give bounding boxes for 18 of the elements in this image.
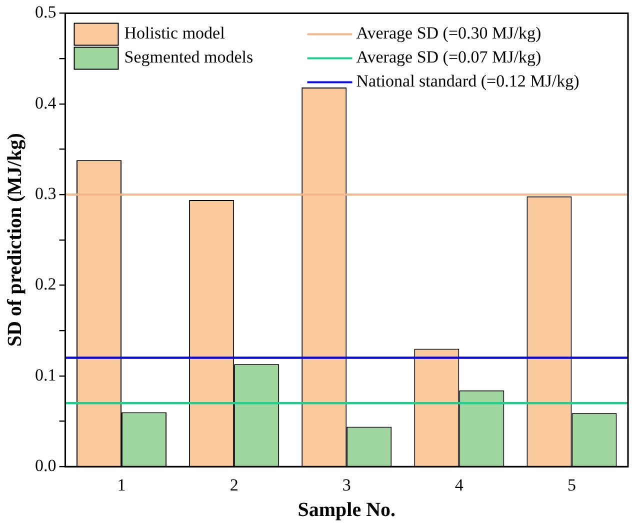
legend-label: National standard (=0.12 MJ/kg) bbox=[356, 72, 580, 91]
y-axis-title: SD of prediction (MJ/kg) bbox=[4, 133, 26, 347]
y-tick-label: 0.3 bbox=[35, 184, 56, 204]
x-tick-label: 5 bbox=[567, 475, 576, 494]
y-tick-label: 0.0 bbox=[35, 456, 56, 476]
legend-label: Average SD (=0.07 MJ/kg) bbox=[356, 48, 542, 67]
y-tick-label: 0.5 bbox=[35, 2, 56, 22]
y-tick-label: 0.2 bbox=[35, 274, 56, 294]
x-axis-title: Sample No. bbox=[298, 499, 396, 522]
x-tick-label: 4 bbox=[454, 475, 464, 494]
x-tick-label: 1 bbox=[117, 475, 126, 494]
legend-label: Holistic model bbox=[124, 24, 226, 43]
legend-label: Segmented models bbox=[124, 48, 254, 67]
y-tick-label: 0.1 bbox=[35, 365, 56, 384]
x-tick-label: 2 bbox=[230, 475, 238, 494]
x-tick-label: 3 bbox=[342, 475, 351, 494]
legend-label: Average SD (=0.30 MJ/kg) bbox=[356, 24, 542, 43]
y-tick-label: 0.4 bbox=[35, 93, 57, 112]
